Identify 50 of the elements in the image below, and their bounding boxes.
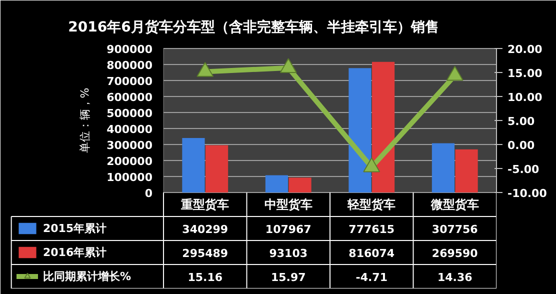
bar bbox=[182, 138, 205, 192]
y2-tick-label: 15.00 bbox=[508, 67, 543, 80]
bar bbox=[288, 178, 312, 192]
data-label: 15.97 bbox=[270, 271, 306, 284]
x-tick-label: 轻型货车 bbox=[346, 198, 396, 212]
y-tick-label: 300000 bbox=[106, 139, 153, 152]
y-tick-label: 600000 bbox=[106, 91, 153, 104]
y2-tick-label: 0.00 bbox=[508, 139, 535, 152]
y2-tick-label: 10.00 bbox=[508, 91, 543, 104]
data-label: 269590 bbox=[432, 247, 478, 260]
bar bbox=[432, 143, 455, 192]
y2-tick-label: 5.00 bbox=[508, 115, 535, 128]
chart-title: 2016年6月货车分车型（含非完整车辆、半挂牵引车）销售 bbox=[68, 18, 439, 36]
x-tick-label: 重型货车 bbox=[180, 198, 230, 212]
y-tick-label: 400000 bbox=[106, 123, 153, 136]
y-tick-label: 0 bbox=[144, 187, 153, 200]
y-tick-label: 800000 bbox=[106, 59, 153, 72]
data-label: 777615 bbox=[348, 223, 395, 236]
y-tick-label: 900000 bbox=[106, 43, 153, 56]
bar bbox=[372, 62, 395, 192]
x-tick-label: 微型货车 bbox=[430, 198, 479, 212]
y-tick-label: 200000 bbox=[106, 155, 153, 168]
data-label: 340299 bbox=[182, 223, 228, 236]
y-axis-title: 单位：辆，% bbox=[78, 88, 92, 154]
bar bbox=[455, 149, 478, 192]
bar bbox=[348, 68, 372, 192]
data-label: -4.71 bbox=[356, 271, 388, 284]
bar bbox=[265, 175, 288, 192]
y-tick-label: 700000 bbox=[106, 75, 153, 88]
y2-tick-label: -10.00 bbox=[508, 187, 548, 200]
point bbox=[446, 66, 464, 81]
point bbox=[280, 58, 297, 73]
data-label: 295489 bbox=[182, 247, 228, 260]
data-label: 15.16 bbox=[188, 271, 223, 284]
y-tick-label: 500000 bbox=[106, 107, 153, 120]
y-tick-label: 100000 bbox=[106, 171, 153, 184]
x-tick-label: 中型货车 bbox=[264, 198, 312, 212]
data-label: 307756 bbox=[432, 223, 478, 236]
legend-label: 2016年累计 bbox=[43, 244, 107, 260]
point bbox=[363, 157, 380, 172]
y2-tick-label: 20.00 bbox=[508, 43, 543, 56]
data-label: 816074 bbox=[348, 247, 395, 260]
point bbox=[196, 62, 214, 77]
data-label: 14.36 bbox=[437, 271, 473, 284]
y2-tick-label: -5.00 bbox=[508, 163, 540, 176]
legend-label: 比同期累计增长% bbox=[43, 268, 132, 284]
data-label: 93103 bbox=[269, 247, 308, 260]
legend-label: 2015年累计 bbox=[43, 220, 107, 236]
bar bbox=[205, 145, 228, 192]
data-label: 107967 bbox=[265, 223, 312, 236]
